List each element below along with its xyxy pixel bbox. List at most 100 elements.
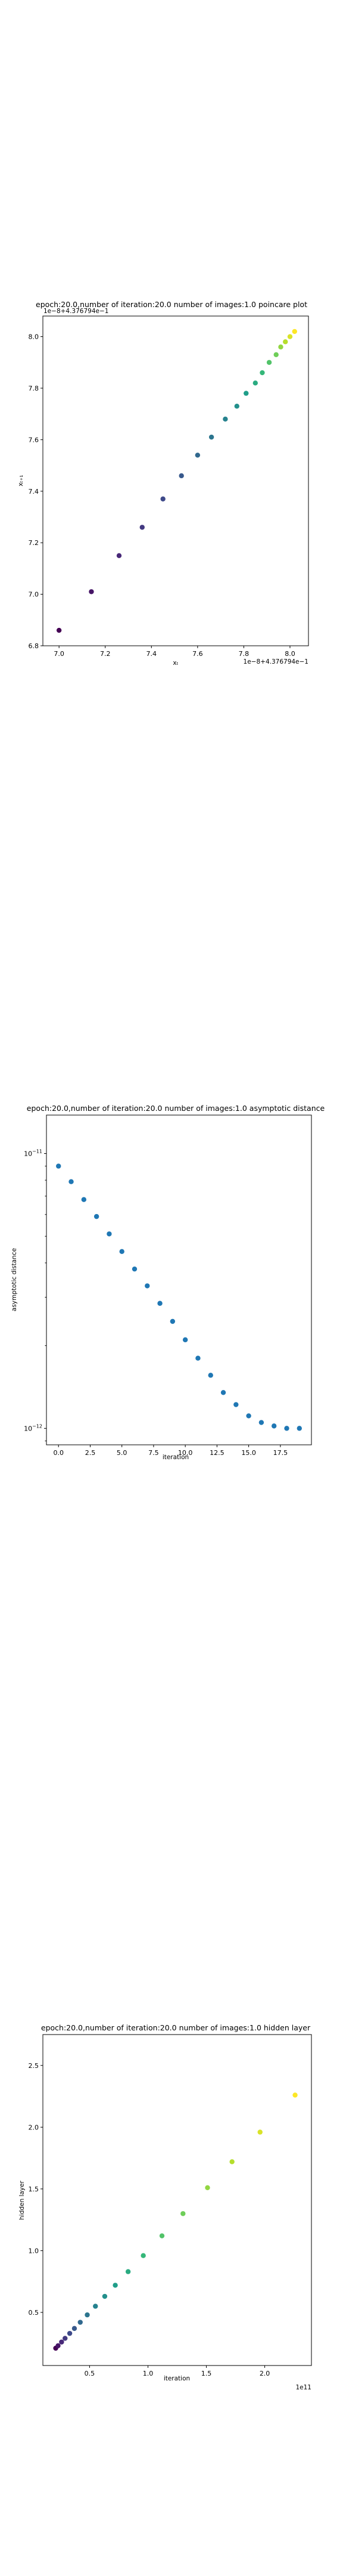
chart3-data-point — [63, 2336, 68, 2341]
chart1-data-point — [273, 352, 279, 358]
chart2-data-point — [271, 1423, 277, 1429]
chart1-data-point — [195, 453, 201, 458]
chart3-y-tick-label: 1.5 — [29, 2185, 39, 2193]
chart2-x-tick-label: 17.5 — [273, 1449, 288, 1457]
chart3-data-point — [292, 2092, 298, 2098]
chart1-y-tick-label: 7.8 — [29, 385, 39, 392]
chart3-data-point — [102, 2293, 108, 2299]
hidden-layer-chart: epoch:20.0,number of iteration:20.0 numb… — [18, 2023, 312, 2391]
chart2-y-tick-exponent: −12 — [32, 1423, 42, 1429]
chart3-data-point — [67, 2330, 73, 2336]
chart1-data-point — [266, 360, 272, 365]
chart2-x-tick-label: 15.0 — [241, 1449, 256, 1457]
chart1-data-point — [179, 473, 184, 479]
chart1-y-tick-label: 8.0 — [29, 333, 39, 341]
chart1-data-point — [292, 329, 297, 335]
chart2-data-point — [93, 1213, 99, 1219]
chart3-data-point — [257, 2129, 263, 2135]
chart2-x-tick-label: 10.0 — [178, 1449, 193, 1457]
chart3-data-point — [159, 2233, 165, 2238]
chart1-y-axis-label: xₜ₊₁ — [17, 475, 24, 486]
chart2-data-point — [258, 1420, 264, 1425]
chart1-data-point — [139, 525, 145, 530]
chart2-x-tick-label: 12.5 — [210, 1449, 224, 1457]
chart3-x-tick-label: 0.5 — [85, 2370, 95, 2377]
chart3-title: epoch:20.0,number of iteration:20.0 numb… — [41, 2023, 311, 2032]
chart1-axes-frame — [42, 315, 309, 646]
chart3-axes-frame — [42, 2034, 312, 2366]
chart1-data-point — [283, 339, 288, 345]
chart3-data-point — [85, 2312, 90, 2318]
chart1-points — [56, 329, 297, 633]
chart3-x-tick-label: 2.0 — [260, 2370, 270, 2377]
chart2-points — [56, 1163, 302, 1431]
chart2-axes-frame — [46, 1114, 312, 1445]
chart1-x-tick-label: 7.8 — [239, 650, 250, 658]
chart3-x-offset-label: 1e11 — [295, 2384, 311, 2391]
chart1-data-point — [234, 404, 239, 409]
chart1-x-tick-label: 7.6 — [192, 650, 203, 658]
chart1-data-point — [287, 334, 293, 339]
chart3-grid-ticks: 0.5 1.0 1.5 2.0 0.5 1.0 1.5 2.0 2.5 — [29, 2062, 270, 2377]
chart2-data-point — [195, 1355, 201, 1361]
chart3-data-point — [141, 2253, 146, 2258]
chart1-title: epoch:20.0,number of iteration:20.0 numb… — [36, 300, 307, 309]
chart2-data-point — [182, 1337, 188, 1343]
chart3-points — [53, 2092, 298, 2351]
chart3-data-point — [71, 2326, 77, 2332]
chart1-x-tick-label: 7.2 — [100, 650, 111, 658]
asymptotic-distance-chart: epoch:20.0,number of iteration:20.0 numb… — [11, 1104, 325, 1461]
chart2-y-tick-label: 10−11 — [24, 1149, 42, 1158]
chart1-data-point — [160, 496, 166, 501]
chart1-y-tick-label: 7.4 — [29, 488, 39, 496]
chart2-data-point — [170, 1318, 176, 1324]
chart1-x-axis-label: xₜ — [173, 660, 178, 667]
chart3-data-point — [55, 2343, 61, 2349]
chart2-data-point — [81, 1197, 87, 1202]
chart2-title: epoch:20.0,number of iteration:20.0 numb… — [27, 1104, 325, 1113]
chart1-data-point — [260, 370, 265, 376]
chart3-y-tick-label: 0.5 — [29, 2309, 39, 2317]
chart2-data-point — [284, 1426, 289, 1431]
chart1-data-point — [223, 416, 228, 422]
chart3-data-point — [125, 2269, 131, 2274]
chart3-x-tick-label: 1.5 — [201, 2370, 212, 2377]
chart2-y-axis-label: asymptotic distance — [11, 1248, 18, 1311]
chart2-data-point — [246, 1413, 251, 1419]
chart2-data-point — [208, 1373, 213, 1378]
poincare-chart: epoch:20.0,number of iteration:20.0 numb… — [17, 300, 309, 667]
chart2-data-point — [297, 1426, 302, 1431]
chart1-y-tick-label: 6.8 — [29, 642, 39, 650]
chart2-data-point — [107, 1231, 112, 1237]
chart3-x-axis-label: iteration — [164, 2375, 190, 2382]
chart3-data-point — [205, 2185, 210, 2190]
chart2-data-point — [157, 1301, 163, 1306]
chart2-data-point — [233, 1402, 239, 1407]
chart2-x-tick-label: 5.0 — [117, 1449, 127, 1457]
chart3-data-point — [180, 2211, 186, 2216]
chart2-x-tick-label: 2.5 — [85, 1449, 96, 1457]
chart1-x-offset-label: 1e−8+4.376794e−1 — [244, 658, 308, 665]
chart3-x-tick-label: 1.0 — [143, 2370, 154, 2377]
chart1-x-tick-label: 7.4 — [146, 650, 157, 658]
chart2-data-point — [68, 1179, 74, 1184]
chart1-grid-ticks: 7.0 7.2 7.4 7.6 7.8 8.0 6.8 7.0 7.2 7.4 7.6 7.8 8.0 — [29, 333, 295, 658]
chart3-y-tick-label: 1.0 — [29, 2247, 39, 2255]
chart2-x-tick-label: 7.5 — [148, 1449, 159, 1457]
chart2-data-point — [119, 1249, 124, 1255]
chart1-data-point — [244, 391, 249, 396]
chart1-x-tick-label: 8.0 — [285, 650, 295, 658]
chart2-data-point — [220, 1390, 226, 1395]
chart3-data-point — [229, 2159, 235, 2165]
chart2-y-tick-exponent: −11 — [32, 1149, 42, 1154]
chart1-data-point — [252, 380, 258, 386]
chart1-data-point — [89, 589, 94, 595]
chart1-y-tick-label: 7.0 — [29, 591, 39, 599]
chart2-x-axis-label: iteration — [163, 1454, 189, 1461]
chart2-data-point — [132, 1266, 138, 1272]
chart3-y-axis-label: hidden layer — [18, 2180, 26, 2219]
chart2-data-point — [145, 1283, 150, 1289]
chart1-y-tick-label: 7.2 — [29, 539, 39, 547]
chart2-y-tick-base: 10 — [24, 1425, 32, 1432]
